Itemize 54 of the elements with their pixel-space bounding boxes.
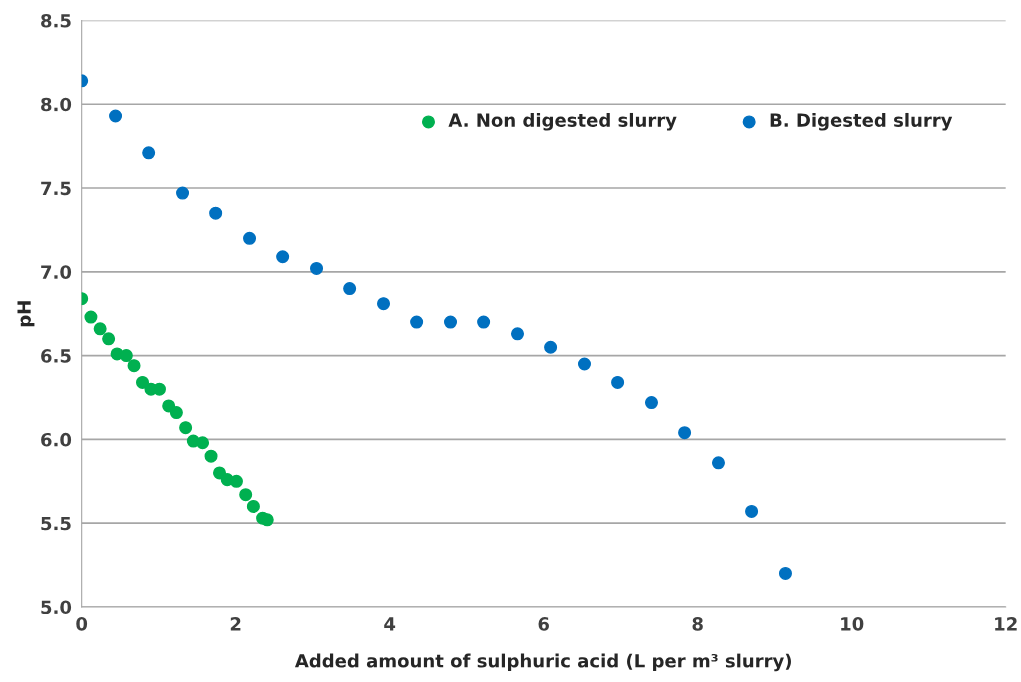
y-tick-label: 5.5 [41,516,71,531]
y-axis-title: pH [17,301,35,327]
point [778,566,792,580]
point [544,340,558,354]
point [204,449,218,463]
point [243,231,257,245]
point [109,109,123,123]
x-tick-label: 6 [538,617,549,631]
legend-label: B. Digested slurry [770,112,953,131]
y-tick-label: 7.0 [41,265,72,279]
y-tick-label: 7.5 [41,181,71,196]
point [84,310,98,324]
point [377,297,391,311]
point [142,146,156,160]
y-tick-label: 8.0 [41,97,72,112]
point [711,456,725,470]
point [477,315,491,329]
point [577,357,591,371]
point [246,499,260,513]
y-tick-label: 5.0 [41,600,72,615]
y-tick-label: 6.5 [41,349,71,363]
point [169,406,183,420]
point [119,349,133,363]
x-tick-label: 8 [692,617,703,631]
point [179,421,193,435]
point [260,513,274,527]
point [93,322,107,336]
x-tick-label: 12 [995,617,1017,631]
point [136,375,150,389]
point [310,261,324,275]
point [510,327,525,341]
point [209,206,223,220]
x-tick-label: 0 [76,617,88,631]
point [276,250,290,264]
point [127,359,141,373]
point [239,488,253,502]
point [611,375,625,389]
x-tick-label: 2 [230,617,241,631]
x-axis-title: Added amount of sulphuric acid (L per m³ slurry) [294,653,791,672]
point [678,426,692,440]
point [229,474,243,488]
point [196,436,210,450]
point [176,186,190,200]
point [102,332,116,346]
y-tick-label: 8.5 [41,13,71,28]
point [644,396,658,410]
x-tick-label: 4 [384,617,396,631]
x-tick-label: 10 [841,617,864,631]
point [745,504,759,518]
point [444,315,458,329]
point [410,315,424,329]
point [343,282,357,296]
y-tick-label: 6.0 [41,432,72,447]
legend-label: A. Non digested slurry [448,112,677,131]
